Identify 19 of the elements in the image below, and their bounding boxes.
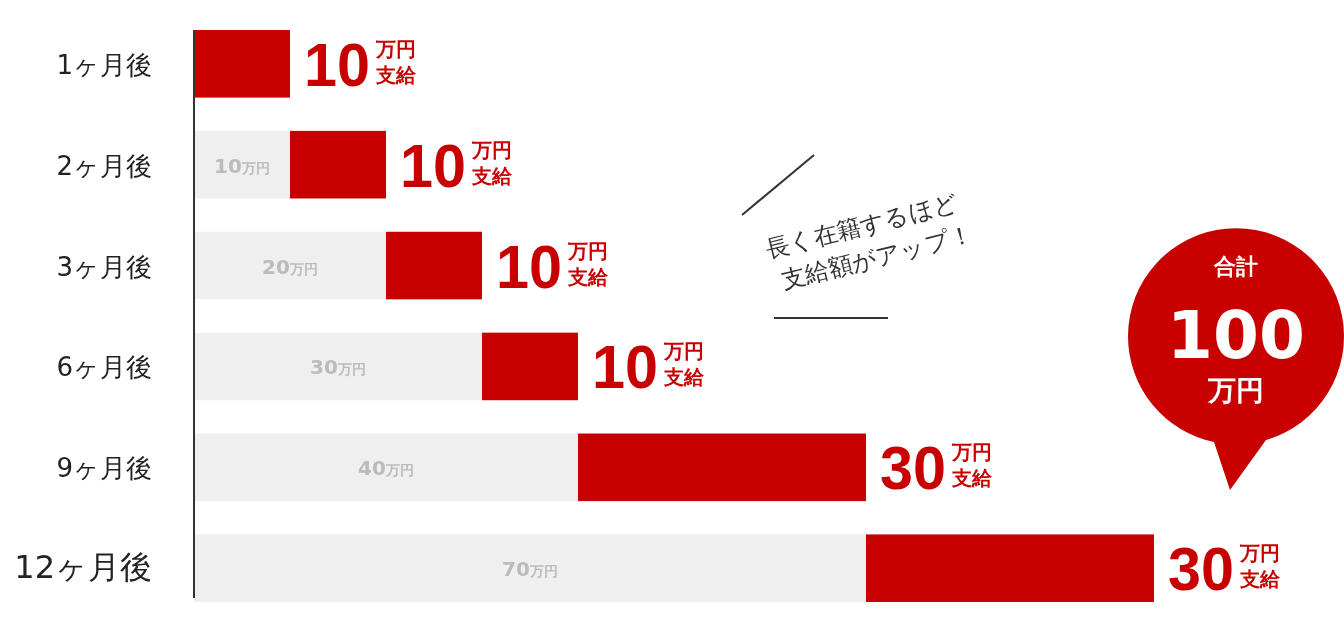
y-tick-label: 6ヶ月後 <box>56 352 152 383</box>
bar <box>194 231 386 300</box>
annotation: 長く在籍するほど 支給額がアップ！ <box>762 188 976 295</box>
y-tick-label: 12ヶ月後 <box>14 548 152 587</box>
bar <box>194 332 482 401</box>
bar <box>386 231 482 300</box>
bar <box>194 30 290 98</box>
text: 合計 100 万円 <box>1167 254 1305 407</box>
y-tick-label: 1ヶ月後 <box>56 49 152 80</box>
bar <box>194 130 290 199</box>
bar <box>578 433 866 502</box>
bar <box>290 130 386 199</box>
bar <box>866 534 1154 602</box>
y-tick-label: 3ヶ月後 <box>56 251 152 282</box>
y-tick-label: 2ヶ月後 <box>56 150 152 181</box>
bar <box>482 332 578 401</box>
bar <box>194 534 866 602</box>
y-tick-label: 9ヶ月後 <box>56 453 152 484</box>
bar <box>194 433 578 502</box>
